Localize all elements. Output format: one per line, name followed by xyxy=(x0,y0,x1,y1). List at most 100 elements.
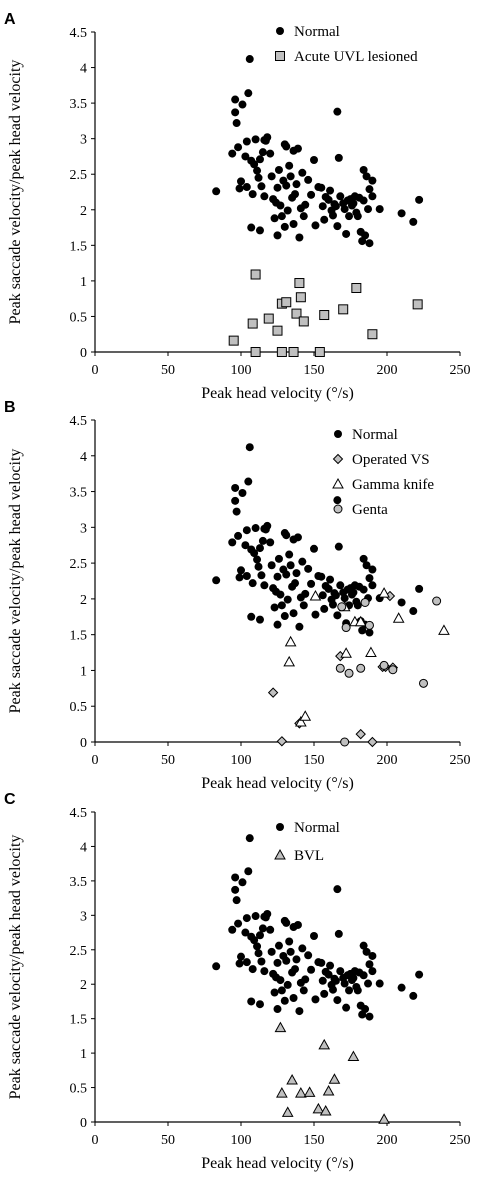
data-point xyxy=(263,521,272,530)
data-point xyxy=(312,1102,325,1114)
x-tick-label: 250 xyxy=(450,753,471,768)
data-point xyxy=(250,160,259,169)
data-point xyxy=(285,937,294,946)
chart-panel-b: B 0 0.5 1 1.5 2 2.5 3 3.5 4 4.5 0 50 100 150 200 250 Peak… xyxy=(4,399,471,792)
legend-marker xyxy=(274,848,286,860)
x-tick-label: 50 xyxy=(161,1133,175,1148)
y-tick-label: 4.5 xyxy=(70,414,88,429)
y-tick-label: 2 xyxy=(80,593,87,608)
data-point xyxy=(415,195,424,204)
data-point xyxy=(304,951,313,960)
data-point xyxy=(307,579,316,588)
y-tick-label: 1.5 xyxy=(70,239,88,254)
data-point xyxy=(245,55,254,64)
data-point xyxy=(354,615,367,627)
data-point xyxy=(361,1005,370,1014)
x-tick-label: 200 xyxy=(377,363,398,378)
chart-panel-a: A 0 0.5 1 1.5 2 2.5 3 3.5 4 4.5 0 50 100 150 200 250 Peak… xyxy=(4,11,471,402)
data-point xyxy=(257,182,266,191)
data-point xyxy=(277,212,286,221)
data-point xyxy=(277,601,286,610)
data-point xyxy=(276,590,285,599)
data-point xyxy=(247,318,258,329)
data-point xyxy=(273,620,282,629)
y-tick-label: 4 xyxy=(80,840,87,855)
data-point xyxy=(334,542,343,551)
data-point xyxy=(314,347,325,357)
data-point xyxy=(250,347,261,357)
data-point xyxy=(334,929,343,938)
data-point xyxy=(270,214,279,223)
data-point xyxy=(285,550,294,559)
data-point xyxy=(362,561,371,570)
data-point xyxy=(232,507,241,516)
data-point xyxy=(409,607,418,616)
data-point xyxy=(340,205,349,214)
data-point xyxy=(342,1003,351,1012)
data-point xyxy=(397,598,406,607)
data-point xyxy=(282,918,291,927)
data-point xyxy=(336,192,345,201)
x-tick-label: 100 xyxy=(231,753,252,768)
data-point xyxy=(238,100,247,109)
data-point xyxy=(349,199,358,208)
data-point xyxy=(365,628,374,637)
data-point xyxy=(273,183,282,192)
data-point xyxy=(337,602,347,612)
data-point xyxy=(307,190,316,199)
data-point xyxy=(282,181,291,190)
data-point xyxy=(311,221,320,230)
data-point xyxy=(255,615,264,624)
data-point xyxy=(286,1073,298,1085)
data-point xyxy=(267,947,276,956)
data-point xyxy=(253,942,262,951)
data-point xyxy=(326,186,335,195)
data-point xyxy=(288,347,299,357)
data-point xyxy=(231,95,240,104)
data-point xyxy=(242,137,251,146)
data-point xyxy=(285,161,294,170)
data-point xyxy=(245,443,254,452)
legend-label: Acute UVL lesioned xyxy=(294,49,418,65)
legend-label: Gamma knife xyxy=(352,477,434,493)
data-point xyxy=(255,155,264,164)
data-point xyxy=(365,646,377,658)
data-point xyxy=(280,612,289,621)
data-point xyxy=(368,967,377,976)
data-point xyxy=(328,600,337,609)
y-tick-label: 4.5 xyxy=(70,806,88,821)
y-tick-label: 4.5 xyxy=(70,26,88,41)
data-point xyxy=(258,148,267,157)
data-point xyxy=(438,624,450,635)
data-point xyxy=(244,477,253,486)
x-axis-label: Peak head velocity (°/s) xyxy=(201,385,354,402)
chart-panel-c: C 0 0.5 1 1.5 2 2.5 3 3.5 4 4.5 0 50 100 150 200 250 Peak… xyxy=(4,791,471,1172)
data-point xyxy=(310,544,318,553)
data-point xyxy=(310,156,318,164)
data-point xyxy=(250,269,261,280)
data-point xyxy=(409,991,418,1000)
x-tick-label: 0 xyxy=(92,1133,99,1148)
data-point xyxy=(336,581,345,590)
data-point xyxy=(273,1005,282,1014)
data-point xyxy=(276,736,288,747)
data-point xyxy=(412,299,423,310)
data-point xyxy=(280,996,289,1005)
x-tick-label: 100 xyxy=(231,1133,252,1148)
data-point xyxy=(286,947,295,956)
data-point xyxy=(235,959,244,968)
data-point xyxy=(415,970,424,979)
data-point xyxy=(322,1084,335,1096)
data-point xyxy=(228,538,237,547)
data-point xyxy=(356,663,366,673)
data-point xyxy=(359,554,368,563)
panel-letter: A xyxy=(4,11,16,28)
data-point xyxy=(317,958,326,967)
y-tick-label: 3.5 xyxy=(70,486,88,501)
data-point xyxy=(283,980,292,989)
series-gamma-knife xyxy=(283,587,450,727)
data-point xyxy=(270,603,279,612)
data-point xyxy=(324,195,333,204)
data-point xyxy=(320,215,329,224)
data-point xyxy=(274,941,283,950)
